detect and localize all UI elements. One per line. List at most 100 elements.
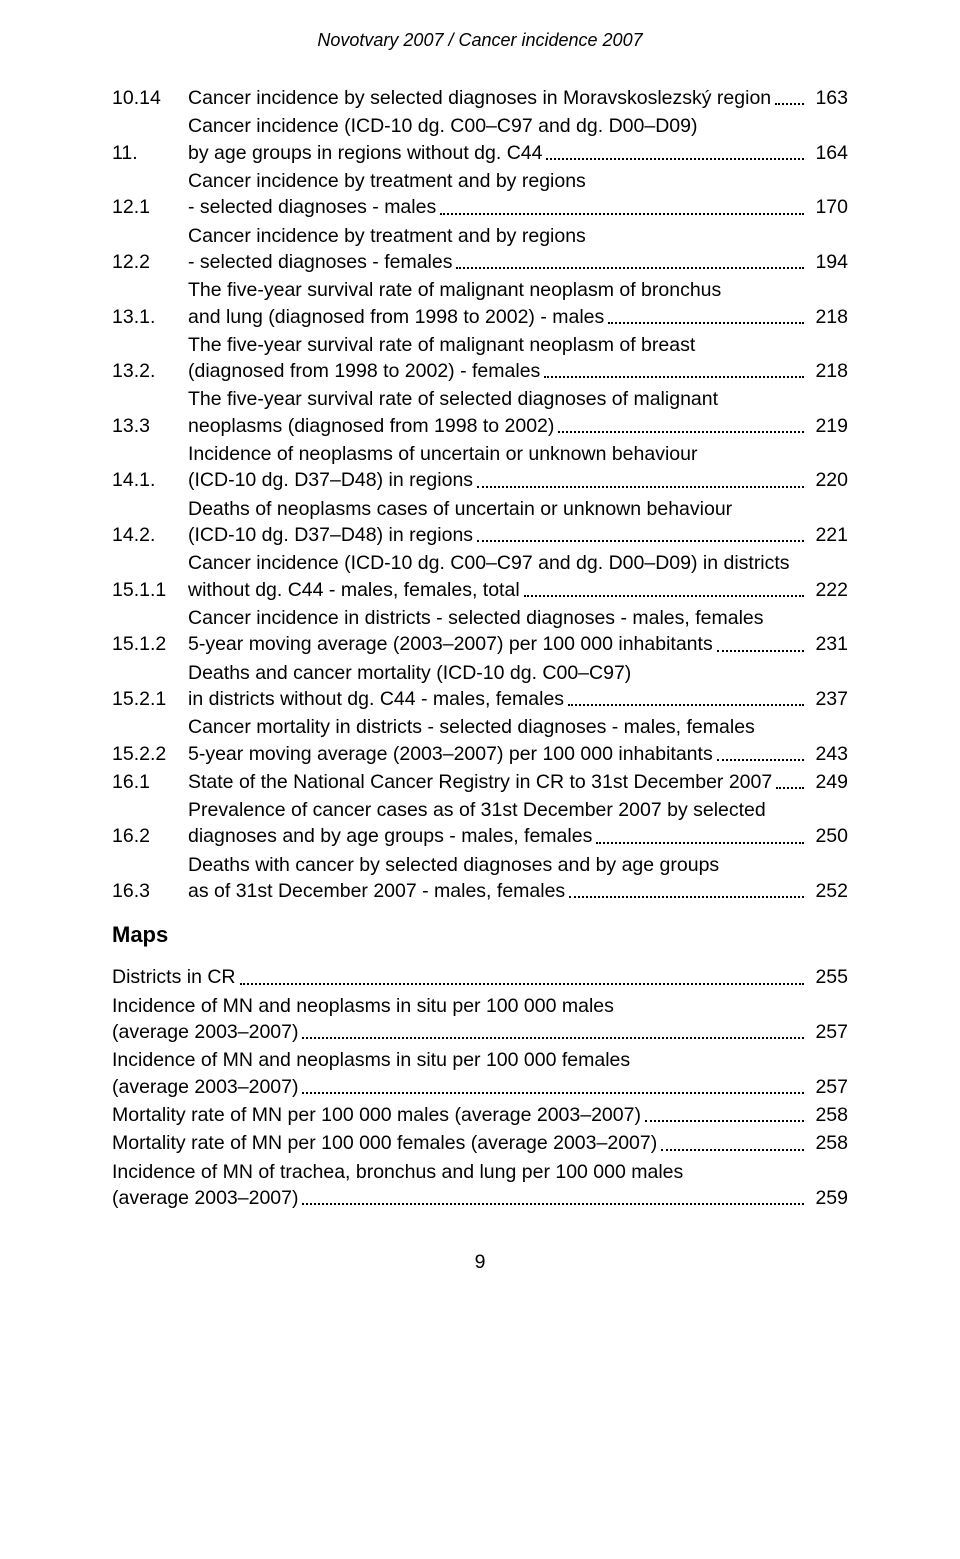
toc-entry-body: The five-year survival rate of selected … <box>188 386 848 439</box>
toc-entry-body: Mortality rate of MN per 100 000 females… <box>112 1130 848 1156</box>
toc-entry-page: 255 <box>808 964 848 990</box>
toc-entry-body: Cancer incidence by selected diagnoses i… <box>188 85 848 111</box>
toc-entry-page: 164 <box>808 140 848 166</box>
toc-entry-number: 10.14 <box>112 85 188 111</box>
toc-entry-text: Cancer incidence by treatment and by reg… <box>188 223 586 249</box>
toc-entry: Districts in CR 255 <box>112 964 848 990</box>
toc-entry: 16.2Prevalence of cancer cases as of 31s… <box>112 797 848 850</box>
toc-leader-dots <box>661 1148 804 1151</box>
toc-entry-line: without dg. C44 - males, females, total 2… <box>188 577 848 603</box>
toc-entry-line: Mortality rate of MN per 100 000 females… <box>112 1130 848 1156</box>
toc-entry-page: 258 <box>808 1102 848 1128</box>
toc-entry: 14.1.Incidence of neoplasms of uncertain… <box>112 441 848 494</box>
toc-entry-text: The five-year survival rate of malignant… <box>188 277 721 303</box>
toc-entry-text: - selected diagnoses - males <box>188 194 436 220</box>
toc-entry-line: by age groups in regions without dg. C44… <box>188 140 848 166</box>
toc-entry-line: (average 2003‒2007)259 <box>112 1185 848 1211</box>
toc-leader-dots <box>569 895 804 898</box>
toc-leader-dots <box>477 539 804 542</box>
toc-entry-text: Cancer incidence in districts - selected… <box>188 605 764 631</box>
toc-entry: Incidence of MN and neoplasms in situ pe… <box>112 1047 848 1100</box>
toc-entry-line: Cancer incidence by selected diagnoses i… <box>188 85 848 111</box>
toc-entry-line: Cancer mortality in districts - selected… <box>188 714 848 740</box>
toc-entry: Incidence of MN and neoplasms in situ pe… <box>112 993 848 1046</box>
toc-entry: 13.2.The five-year survival rate of mali… <box>112 332 848 385</box>
toc-entry-text: Mortality rate of MN per 100 000 females… <box>112 1130 657 1156</box>
toc-entry-number: 15.1.2 <box>112 631 188 657</box>
toc-entry-line: (diagnosed from 1998 to 2002) - females2… <box>188 358 848 384</box>
toc-entry: 10.14Cancer incidence by selected diagno… <box>112 85 848 111</box>
toc-entry-page: 237 <box>808 686 848 712</box>
toc-entry-line: neoplasms (diagnosed from 1998 to 2002) 2… <box>188 413 848 439</box>
toc-entry-line: The five-year survival rate of malignant… <box>188 332 848 358</box>
toc-entry: 11.Cancer incidence (ICD-10 dg. C00‒C97 … <box>112 113 848 166</box>
toc-entry-text: without dg. C44 - males, females, total <box>188 577 520 603</box>
toc-entry-number: 13.1. <box>112 304 188 330</box>
toc-entry-text: Mortality rate of MN per 100 000 males (… <box>112 1102 641 1128</box>
toc-entry-line: - selected diagnoses - females194 <box>188 249 848 275</box>
toc-entry: Mortality rate of MN per 100 000 females… <box>112 1130 848 1156</box>
page: Novotvary 2007 / Cancer incidence 2007 1… <box>0 0 960 1314</box>
toc-entry: 12.1Cancer incidence by treatment and by… <box>112 168 848 221</box>
toc-entry-page: 222 <box>808 577 848 603</box>
toc-entry-body: Mortality rate of MN per 100 000 males (… <box>112 1102 848 1128</box>
toc-entry-text: Districts in CR <box>112 964 236 990</box>
toc-entry-line: 5-year moving average (2003‒2007) per 10… <box>188 631 848 657</box>
toc-entry-page: 163 <box>808 85 848 111</box>
toc-entry-text: (average 2003‒2007) <box>112 1019 298 1045</box>
toc: 10.14Cancer incidence by selected diagno… <box>112 85 848 904</box>
toc-entry-line: Incidence of MN and neoplasms in situ pe… <box>112 1047 848 1073</box>
toc-entry-line: Deaths of neoplasms cases of uncertain o… <box>188 496 848 522</box>
toc-entry-text: neoplasms (diagnosed from 1998 to 2002) <box>188 413 554 439</box>
toc-entry-body: State of the National Cancer Registry in… <box>188 769 848 795</box>
toc-entry-number: 16.2 <box>112 823 188 849</box>
toc-entry-page: 250 <box>808 823 848 849</box>
toc-entry-line: The five-year survival rate of selected … <box>188 386 848 412</box>
toc-entry-body: Cancer incidence by treatment and by reg… <box>188 168 848 221</box>
maps-heading: Maps <box>112 922 848 948</box>
toc-entry-line: Prevalence of cancer cases as of 31st De… <box>188 797 848 823</box>
toc-entry-body: Cancer incidence (ICD-10 dg. C00‒C97 and… <box>188 113 848 166</box>
toc-leader-dots <box>524 594 804 597</box>
toc-entry-line: (ICD-10 dg. D37‒D48) in regions221 <box>188 522 848 548</box>
toc-entry-text: Deaths of neoplasms cases of uncertain o… <box>188 496 732 522</box>
toc-leader-dots <box>775 102 804 105</box>
toc-entry-text: The five-year survival rate of selected … <box>188 386 718 412</box>
toc-entry-body: Cancer incidence in districts - selected… <box>188 605 848 658</box>
toc-entry-number: 16.3 <box>112 878 188 904</box>
toc-entry: Incidence of MN of trachea, bronchus and… <box>112 1159 848 1212</box>
toc-leader-dots <box>717 649 804 652</box>
toc-entry-text: by age groups in regions without dg. C44 <box>188 140 542 166</box>
toc-entry-number: 14.1. <box>112 467 188 493</box>
page-number: 9 <box>112 1251 848 1274</box>
maps-list: Districts in CR 255 Incidence of MN and ne… <box>112 964 848 1211</box>
toc-leader-dots <box>596 841 804 844</box>
toc-leader-dots <box>608 321 804 324</box>
toc-entry-text: The five-year survival rate of malignant… <box>188 332 695 358</box>
toc-entry-line: Mortality rate of MN per 100 000 males (… <box>112 1102 848 1128</box>
toc-entry-page: 257 <box>808 1019 848 1045</box>
toc-entry-number: 15.1.1 <box>112 577 188 603</box>
toc-entry-line: Deaths with cancer by selected diagnoses… <box>188 852 848 878</box>
toc-entry-text: diagnoses and by age groups - males, fem… <box>188 823 592 849</box>
toc-entry-text: in districts without dg. C44 - males, fe… <box>188 686 564 712</box>
toc-entry-text: Prevalence of cancer cases as of 31st De… <box>188 797 766 823</box>
toc-entry-body: Deaths and cancer mortality (ICD-10 dg. … <box>188 660 848 713</box>
toc-entry-text: (ICD-10 dg. D37‒D48) in regions <box>188 467 473 493</box>
toc-entry-body: Cancer incidence (ICD-10 dg. C00‒C97 and… <box>188 550 848 603</box>
toc-entry-line: Deaths and cancer mortality (ICD-10 dg. … <box>188 660 848 686</box>
toc-entry-page: 219 <box>808 413 848 439</box>
toc-entry-line: in districts without dg. C44 - males, fe… <box>188 686 848 712</box>
toc-entry-text: Deaths and cancer mortality (ICD-10 dg. … <box>188 660 631 686</box>
toc-entry-line: Cancer incidence by treatment and by reg… <box>188 168 848 194</box>
toc-entry-number: 11. <box>112 140 188 166</box>
toc-entry-number: 15.2.2 <box>112 741 188 767</box>
toc-entry-text: Incidence of neoplasms of uncertain or u… <box>188 441 698 467</box>
toc-entry-text: and lung (diagnosed from 1998 to 2002) -… <box>188 304 604 330</box>
toc-entry-line: Cancer incidence by treatment and by reg… <box>188 223 848 249</box>
toc-entry-text: (average 2003‒2007) <box>112 1074 298 1100</box>
toc-entry-line: Districts in CR 255 <box>112 964 848 990</box>
toc-entry-line: Incidence of MN and neoplasms in situ pe… <box>112 993 848 1019</box>
toc-entry-body: The five-year survival rate of malignant… <box>188 277 848 330</box>
toc-entry-page: 231 <box>808 631 848 657</box>
